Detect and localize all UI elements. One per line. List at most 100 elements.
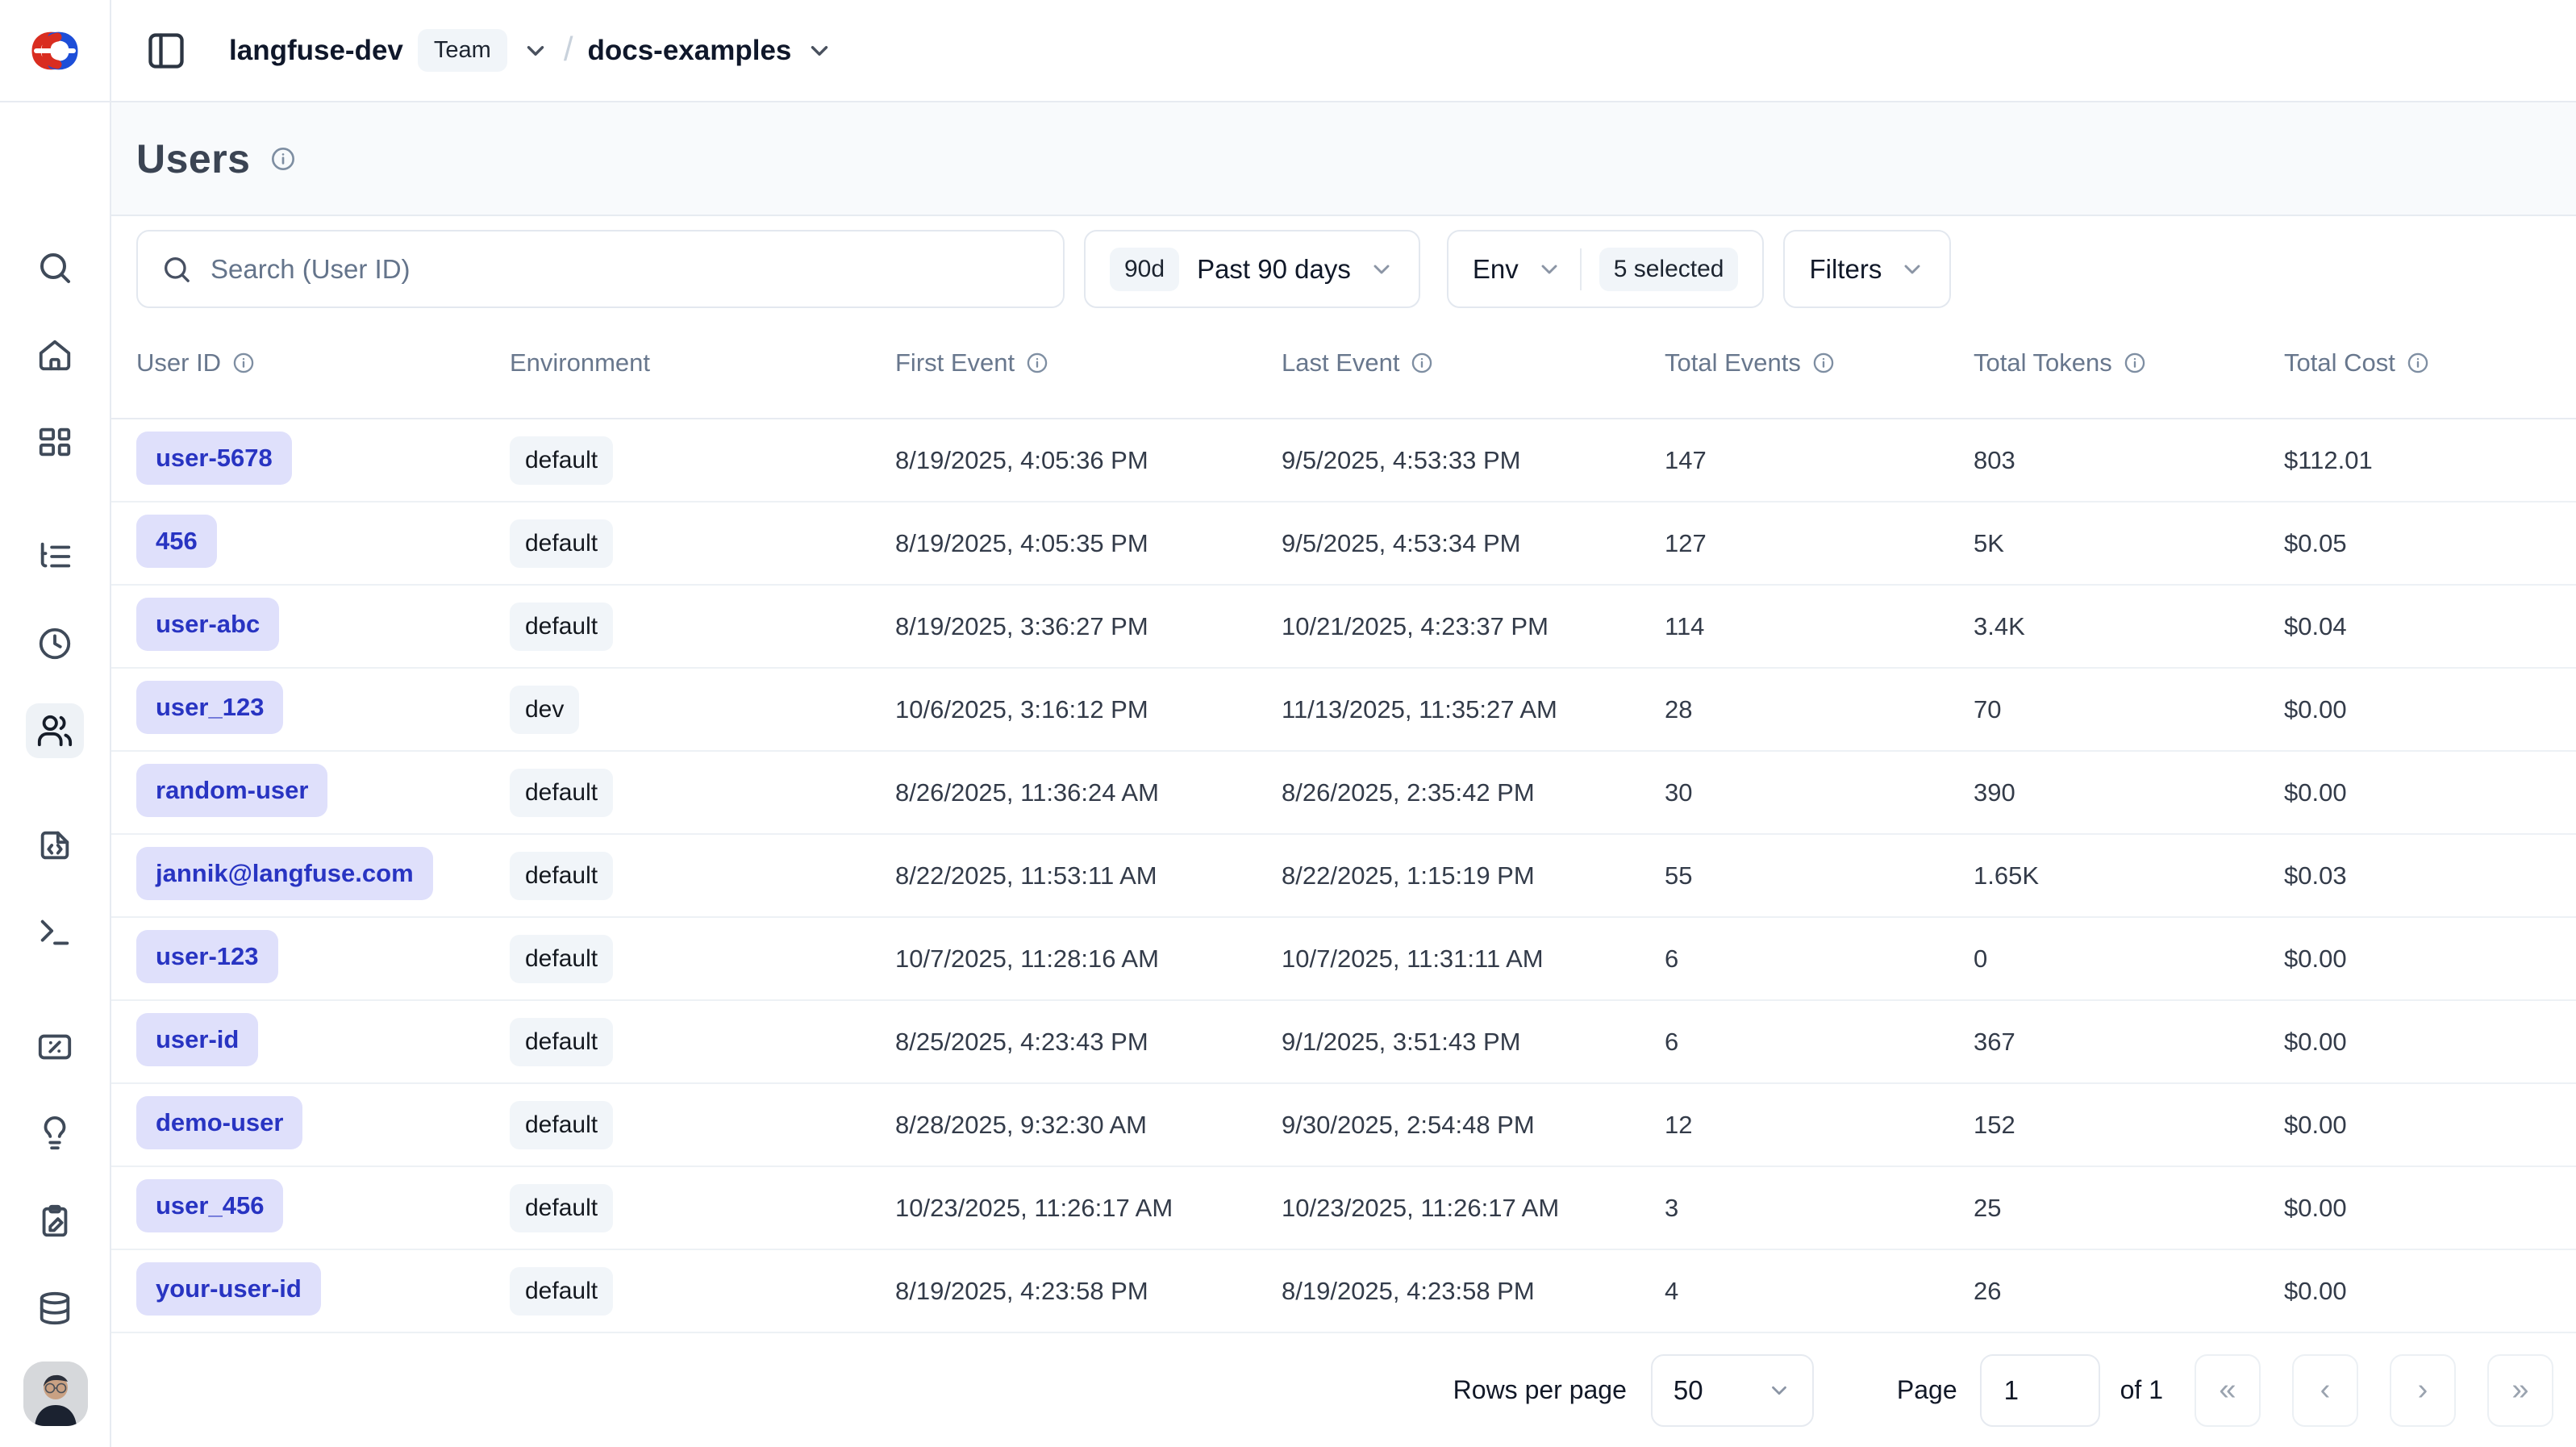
org-chevron-down-icon[interactable] xyxy=(522,37,549,65)
page-title-bar: Users xyxy=(111,102,2576,216)
total-cost-cell: $0.05 xyxy=(2284,528,2347,557)
total-cost-cell: $0.03 xyxy=(2284,861,2347,890)
project-name[interactable]: docs-examples xyxy=(587,34,792,66)
page-number-input[interactable] xyxy=(1979,1353,2100,1427)
total-cost-cell: $0.00 xyxy=(2284,1193,2347,1222)
sidebar-item-home[interactable] xyxy=(26,327,84,382)
column-label: Total Tokens xyxy=(1974,348,2112,377)
last-event-cell: 8/22/2025, 1:15:19 PM xyxy=(1282,861,1535,890)
table-row[interactable]: user-5678 default 8/19/2025, 4:05:36 PM 9/5… xyxy=(111,419,2576,502)
table-row[interactable]: user-abc default 8/19/2025, 3:36:27 PM 10/2… xyxy=(111,586,2576,669)
page-label: Page xyxy=(1896,1375,1957,1404)
table-header-row: User ID Environment First Event Last Event T… xyxy=(111,308,2576,419)
environment-filter-button[interactable]: Env 5 selected xyxy=(1446,230,1765,308)
column-header-first-event: First Event xyxy=(895,348,1282,377)
chevron-down-icon xyxy=(1899,256,1925,282)
rows-per-page-select[interactable]: 50 xyxy=(1650,1353,1814,1427)
column-header-total-events: Total Events xyxy=(1665,348,1974,377)
total-tokens-cell: 5K xyxy=(1974,528,2004,557)
environment-badge: default xyxy=(510,1266,614,1316)
search-input[interactable] xyxy=(210,253,1040,285)
previous-page-button[interactable]: ‹ xyxy=(2292,1353,2358,1427)
org-name[interactable]: langfuse-dev xyxy=(229,34,403,66)
first-page-button[interactable]: « xyxy=(2195,1353,2261,1427)
breadcrumb-separator: / xyxy=(563,29,573,68)
user-id-badge[interactable]: user-id xyxy=(136,1013,259,1066)
user-id-badge[interactable]: user-abc xyxy=(136,598,280,651)
total-cost-cell: $112.01 xyxy=(2284,445,2373,474)
sidebar-item-annotations[interactable] xyxy=(26,1107,84,1161)
sidebar-item-tracing[interactable] xyxy=(26,529,84,584)
info-icon xyxy=(1026,352,1048,374)
sidebar-item-evaluation[interactable] xyxy=(26,1194,84,1249)
sidebar-item-prompts[interactable] xyxy=(26,818,84,873)
column-label: First Event xyxy=(895,348,1015,377)
chevron-right-icon: › xyxy=(2417,1373,2428,1407)
table-row[interactable]: user_123 dev 10/6/2025, 3:16:12 PM 11/13/20… xyxy=(111,669,2576,752)
divider xyxy=(1579,248,1582,290)
user-id-badge[interactable]: demo-user xyxy=(136,1096,303,1149)
pagination-footer: Rows per page 50 Page of 1 « ‹ › » xyxy=(111,1333,2576,1447)
next-page-button[interactable]: › xyxy=(2390,1353,2456,1427)
column-label: Total Events xyxy=(1665,348,1801,377)
langfuse-logo-icon xyxy=(30,31,80,71)
last-event-cell: 10/7/2025, 11:31:11 AM xyxy=(1282,944,1544,973)
user-id-badge[interactable]: user-123 xyxy=(136,930,278,983)
user-id-badge[interactable]: user_123 xyxy=(136,681,284,734)
panel-left-icon xyxy=(145,30,187,72)
sidebar-item-sessions[interactable] xyxy=(26,616,84,671)
user-id-badge[interactable]: user_456 xyxy=(136,1179,284,1232)
percent-box-icon xyxy=(36,1028,73,1065)
sidebar-item-datasets[interactable] xyxy=(26,1281,84,1336)
total-events-cell: 4 xyxy=(1665,1276,1679,1305)
environment-badge: default xyxy=(510,1100,614,1149)
user-id-badge[interactable]: user-5678 xyxy=(136,432,292,485)
user-id-badge[interactable]: jannik@langfuse.com xyxy=(136,847,433,900)
total-tokens-cell: 25 xyxy=(1974,1193,2002,1222)
file-code-icon xyxy=(36,827,73,864)
user-id-badge[interactable]: your-user-id xyxy=(136,1262,321,1316)
environment-badge: default xyxy=(510,519,614,568)
total-cost-cell: $0.00 xyxy=(2284,1276,2347,1305)
user-id-badge[interactable]: 456 xyxy=(136,515,217,568)
clock-icon xyxy=(36,625,73,662)
sidebar-item-dashboards[interactable] xyxy=(26,415,84,469)
last-event-cell: 9/5/2025, 4:53:34 PM xyxy=(1282,528,1521,557)
sidebar-item-scores[interactable] xyxy=(26,1020,84,1074)
table-row[interactable]: user-id default 8/25/2025, 4:23:43 PM 9/1/2… xyxy=(111,1001,2576,1084)
table-row[interactable]: your-user-id default 8/19/2025, 4:23:58 PM… xyxy=(111,1250,2576,1333)
total-events-cell: 114 xyxy=(1665,611,1705,640)
rows-per-page-label: Rows per page xyxy=(1453,1375,1627,1404)
user-avatar[interactable] xyxy=(23,1362,88,1426)
total-cost-cell: $0.00 xyxy=(2284,778,2347,807)
column-header-total-tokens: Total Tokens xyxy=(1974,348,2284,377)
table-row[interactable]: user-123 default 10/7/2025, 11:28:16 AM 10/… xyxy=(111,918,2576,1001)
total-tokens-cell: 1.65K xyxy=(1974,861,2040,890)
table-row[interactable]: jannik@langfuse.com default 8/22/2025, 11:… xyxy=(111,835,2576,918)
user-id-badge[interactable]: random-user xyxy=(136,764,328,817)
info-icon xyxy=(232,352,255,374)
date-range-button[interactable]: 90d Past 90 days xyxy=(1084,230,1420,308)
environment-badge: default xyxy=(510,1017,614,1066)
environment-badge: dev xyxy=(510,685,580,734)
project-chevron-down-icon[interactable] xyxy=(806,37,833,65)
last-page-button[interactable]: » xyxy=(2487,1353,2553,1427)
search-icon xyxy=(35,248,74,287)
column-header-last-event: Last Event xyxy=(1282,348,1665,377)
last-event-cell: 11/13/2025, 11:35:27 AM xyxy=(1282,694,1557,724)
first-event-cell: 10/7/2025, 11:28:16 AM xyxy=(895,944,1159,973)
filters-button[interactable]: Filters xyxy=(1783,230,1952,308)
rows-per-page-value: 50 xyxy=(1673,1374,1703,1405)
sidebar-item-playground[interactable] xyxy=(26,905,84,960)
table-row[interactable]: random-user default 8/26/2025, 11:36:24 AM… xyxy=(111,752,2576,835)
table-row[interactable]: user_456 default 10/23/2025, 11:26:17 AM 10… xyxy=(111,1167,2576,1250)
sidebar-toggle-button[interactable] xyxy=(145,30,187,72)
total-events-cell: 28 xyxy=(1665,694,1693,724)
page-title: Users xyxy=(136,136,251,181)
table-row[interactable]: demo-user default 8/28/2025, 9:32:30 AM 9/3… xyxy=(111,1084,2576,1167)
sidebar-item-search[interactable] xyxy=(26,240,84,295)
column-label: Total Cost xyxy=(2284,348,2395,377)
total-events-cell: 55 xyxy=(1665,861,1693,890)
table-row[interactable]: 456 default 8/19/2025, 4:05:35 PM 9/5/2025,… xyxy=(111,502,2576,586)
sidebar-item-users[interactable] xyxy=(26,703,84,758)
